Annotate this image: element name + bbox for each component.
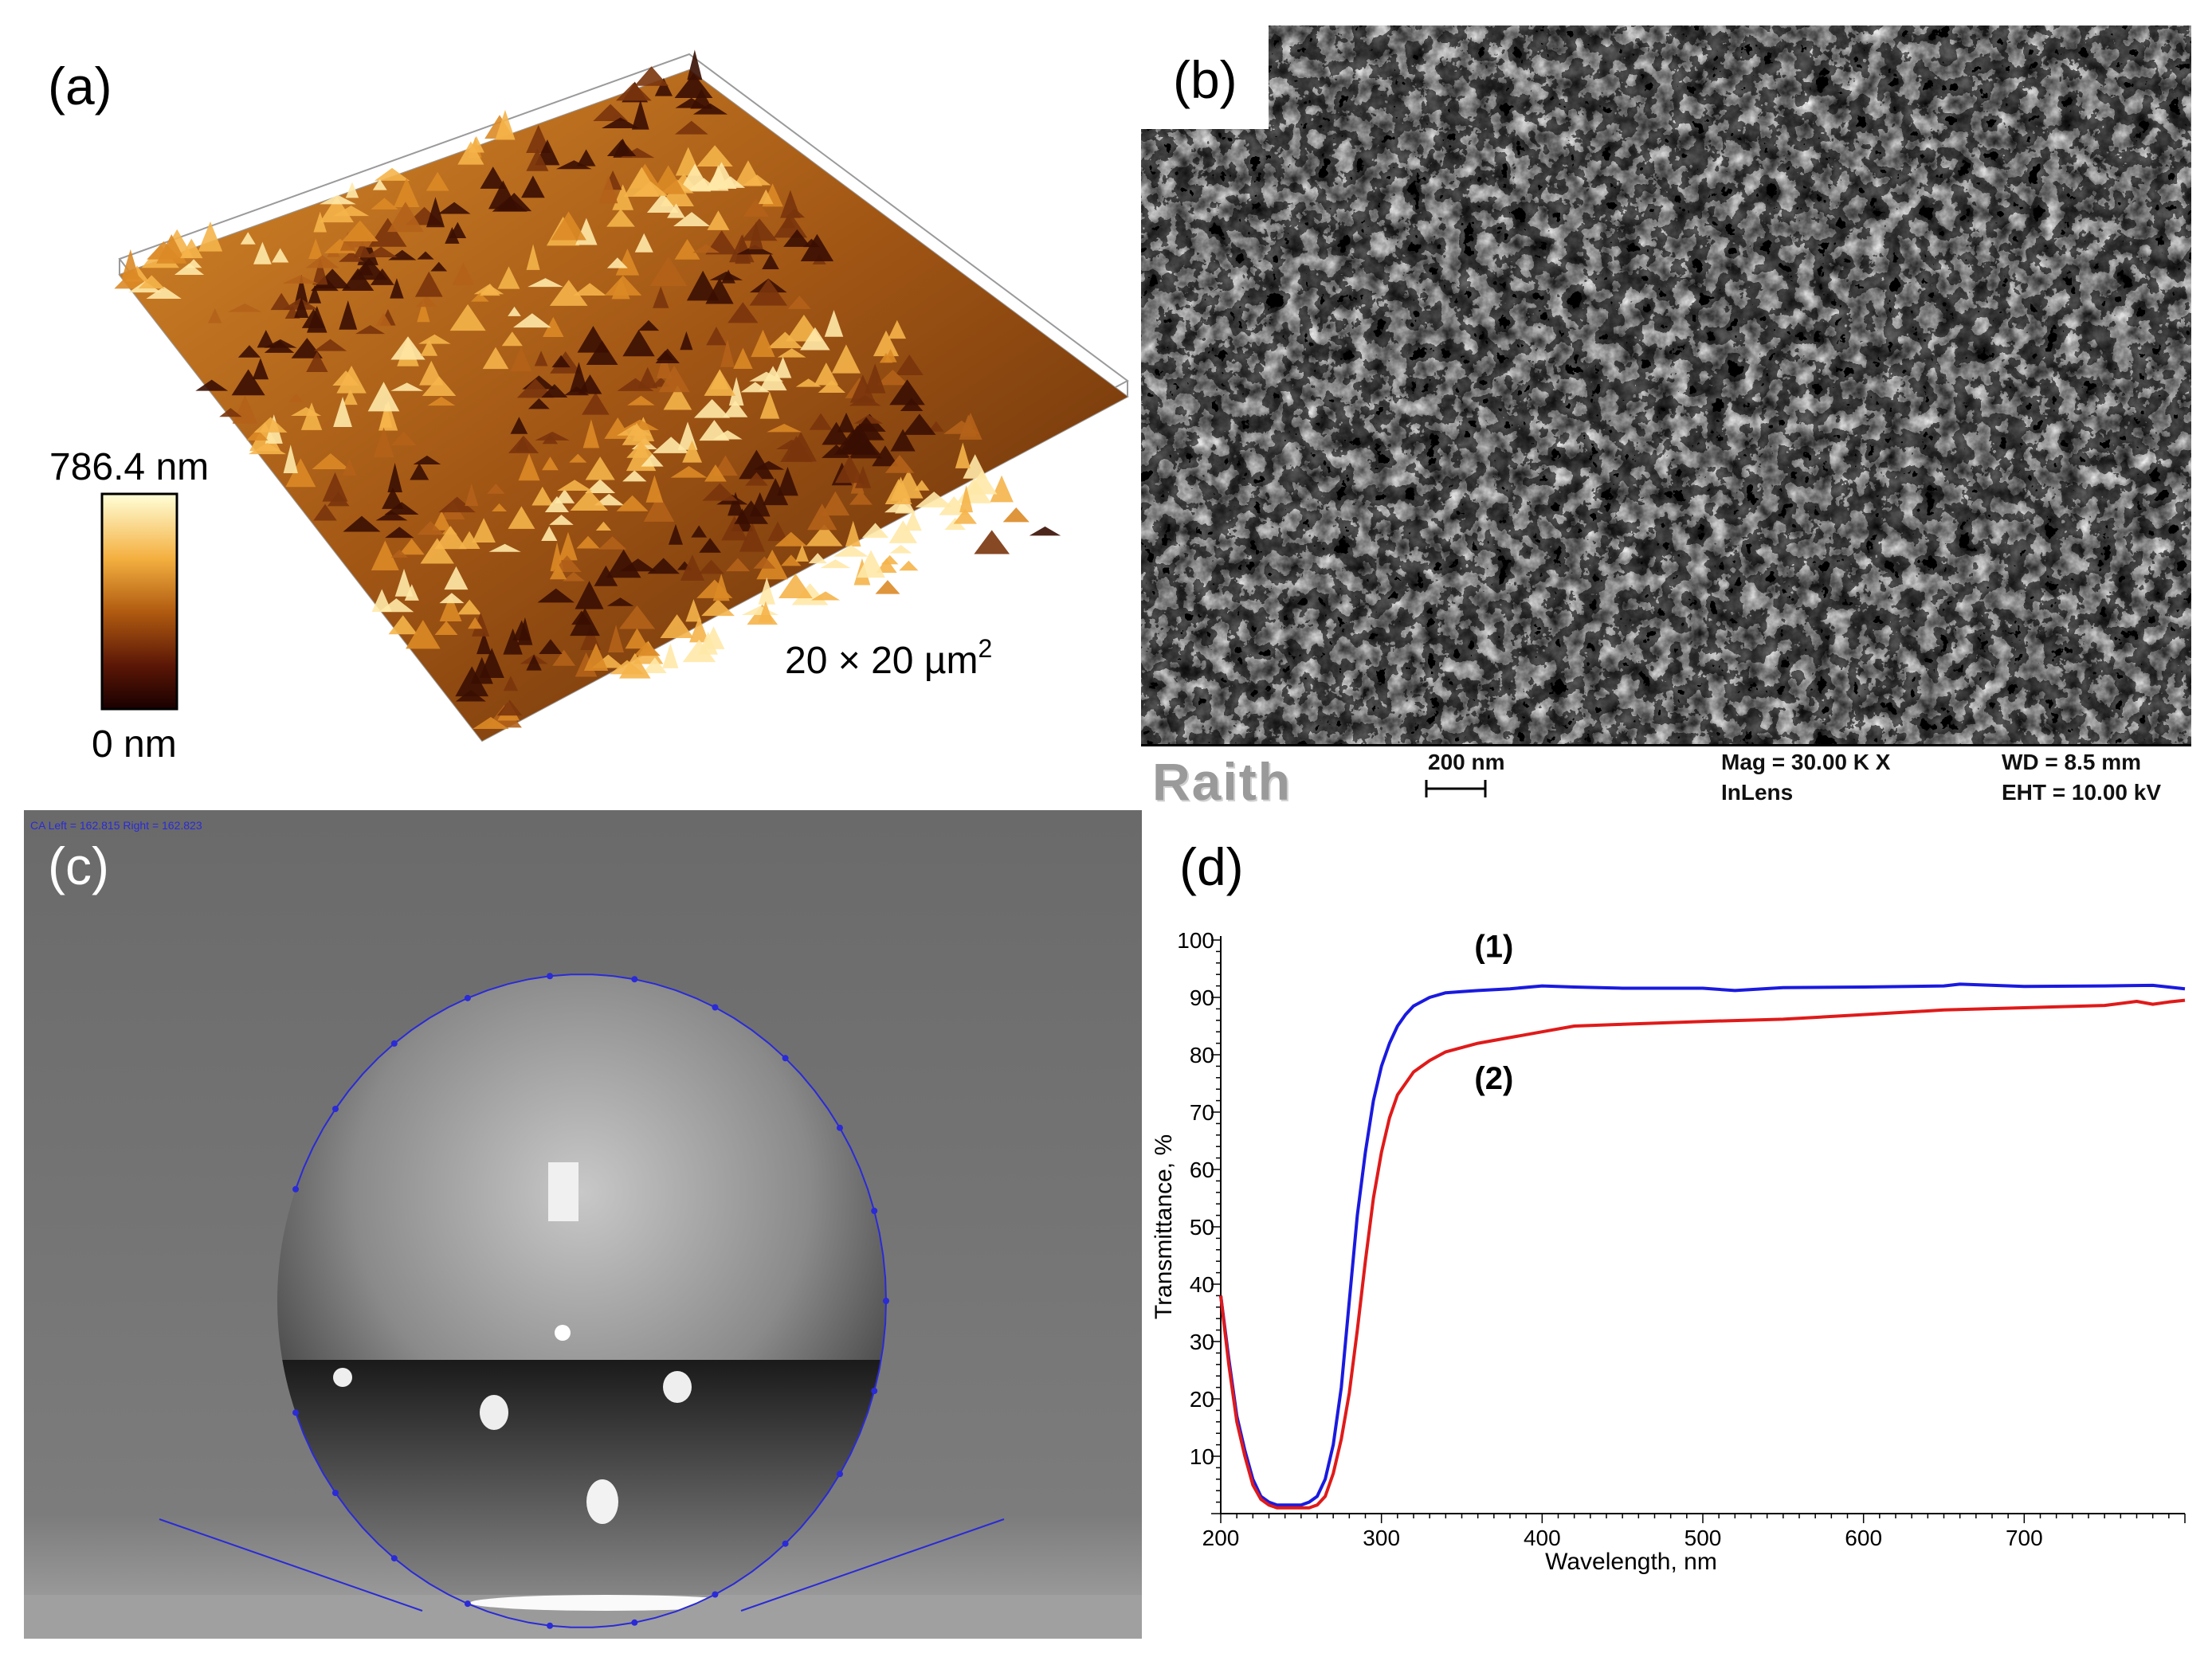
y-axis-label: Transmittance, %	[1151, 1134, 1177, 1319]
series-line-1	[1219, 982, 2186, 1507]
afm-surface-figure: 786.4 nm 0 nm 20 × 20 µm2	[49, 49, 1129, 766]
y-tick-label: 80	[1190, 1043, 1214, 1067]
panel-label-a: (a)	[48, 57, 112, 116]
sem-scale-bar	[1425, 780, 1487, 797]
colorbar-max-label: 786.4 nm	[49, 446, 209, 488]
contact-angle-readout: CA Left = 162.815 Right = 162.823	[30, 819, 202, 832]
y-tick-label: 30	[1190, 1330, 1214, 1354]
x-tick-label: 400	[1524, 1526, 1561, 1550]
series-label-2: (2)	[1474, 1061, 1513, 1096]
sem-scale-label: 200 nm	[1428, 750, 1505, 774]
droplet-fit-overlay	[159, 973, 1005, 1629]
panel-label-b: (b)	[1173, 50, 1237, 109]
x-tick-label: 300	[1363, 1526, 1400, 1550]
y-tick-label: 20	[1190, 1387, 1214, 1412]
x-tick-label: 200	[1202, 1526, 1240, 1550]
y-tick-label: 40	[1190, 1272, 1214, 1297]
afm-panel: 786.4 nm 0 nm 20 × 20 µm2 (a)	[0, 0, 1139, 805]
series-label-1: (1)	[1474, 930, 1513, 965]
transmittance-panel: (d) 200 300 400 500 600 700 10 20 30 40 50 60 70 80 90…	[1147, 821, 2207, 1649]
y-tick-label: 10	[1190, 1444, 1214, 1469]
panel-label-d: (d)	[1179, 837, 1244, 896]
afm-colorbar	[100, 492, 178, 711]
y-tick-label: 70	[1190, 1100, 1214, 1125]
panel-label-c: (c)	[48, 836, 109, 895]
y-tick-label: 90	[1190, 985, 1214, 1010]
sem-info-bar: Raith 200 nm Mag = 30.00 K X InLens WD =…	[1141, 744, 2191, 810]
sem-detector: InLens	[1721, 780, 1794, 805]
x-tick-label: 600	[1845, 1526, 1882, 1550]
droplet-image: CA Left = 162.815 Right = 162.823	[24, 810, 1142, 1639]
sem-panel: (b) Raith 200 nm Mag = 30.00 K X InLens …	[1141, 25, 2191, 810]
y-tick-label: 60	[1190, 1158, 1214, 1182]
scan-area-superscript: 2	[978, 634, 992, 663]
x-tick-label: 500	[1684, 1526, 1722, 1550]
contact-angle-panel: CA Left = 162.815 Right = 162.823 (c)	[24, 810, 1142, 1639]
series-line-2	[1219, 998, 2186, 1510]
sem-working-distance: WD = 8.5 mm	[2002, 750, 2142, 774]
y-tick-label: 100	[1177, 928, 1214, 953]
scan-area-label: 20 × 20 µm	[785, 640, 978, 682]
transmittance-chart: 200 300 400 500 600 700 10 20 30 40 50 60 70 80 90 100 W…	[1151, 928, 2186, 1575]
sem-magnification: Mag = 30.00 K X	[1721, 750, 1891, 774]
x-tick-label: 700	[2006, 1526, 2043, 1550]
raith-logo: Raith	[1152, 752, 1292, 810]
colorbar-min-label: 0 nm	[92, 723, 177, 766]
y-tick-label: 50	[1190, 1215, 1214, 1240]
svg-text:20 × 20 µm2: 20 × 20 µm2	[785, 634, 992, 682]
sem-image	[1141, 25, 2191, 746]
x-axis-label: Wavelength, nm	[1545, 1549, 1717, 1575]
afm-surface-texture	[114, 49, 1061, 730]
sem-eht: EHT = 10.00 kV	[2002, 780, 2162, 805]
